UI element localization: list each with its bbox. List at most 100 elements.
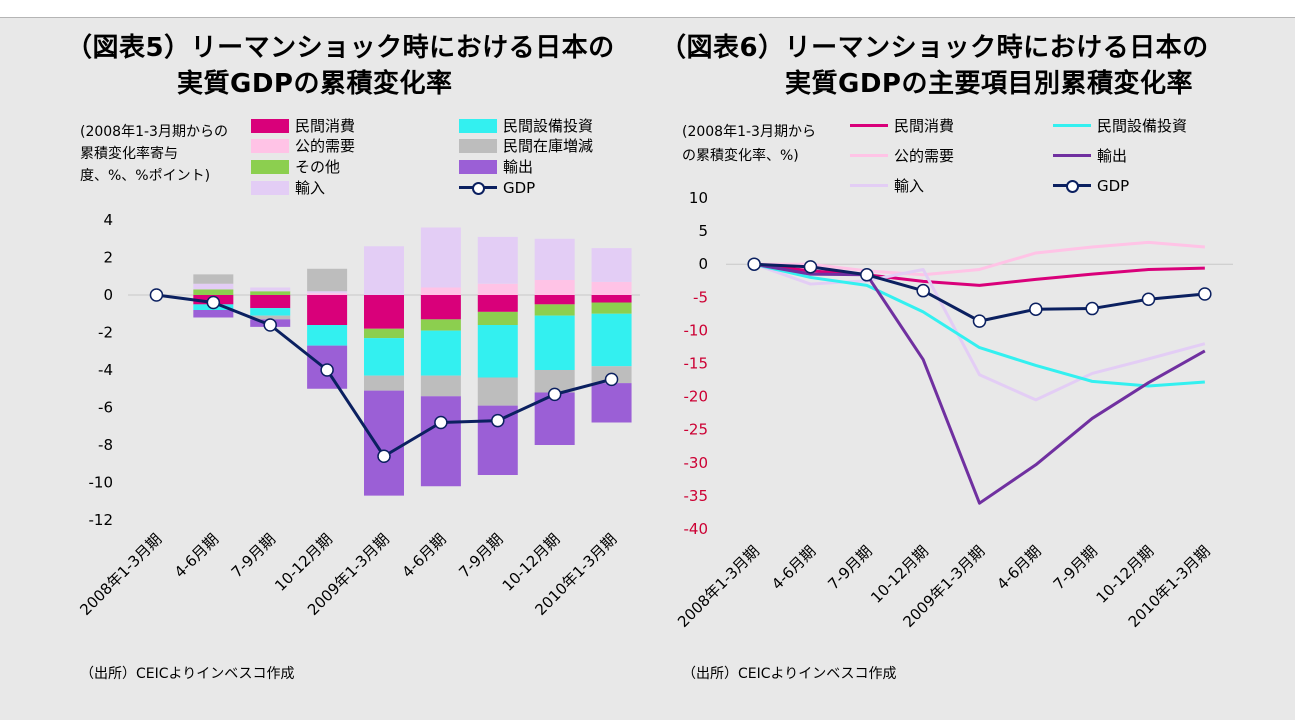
chart6-x-tick-label: 4-6月期 [768, 542, 819, 593]
chart5-bar-segment [364, 328, 404, 339]
chart5-y-tick-label: -8 [98, 436, 113, 454]
chart5-bar-segment [591, 383, 632, 423]
chart6-gdp-point [747, 257, 761, 271]
chart6-y-tick-label: -15 [684, 355, 709, 373]
chart6-x-tick-label: 2008年1-3月期 [674, 542, 763, 631]
chart6-gdp-point [1085, 301, 1099, 316]
chart6-y-tick-label: -40 [684, 520, 709, 538]
chart6-y-tick-label: -35 [684, 487, 709, 505]
chart5-bar-segment [193, 310, 234, 318]
chart5-bar-segment [420, 396, 461, 487]
chart5-gdp-point [149, 288, 164, 302]
chart6-y-tick-label: 10 [689, 189, 708, 207]
chart5-gdp-point [434, 415, 448, 430]
chart6-legend-line [850, 184, 888, 187]
chart6-gdp-point [860, 268, 874, 282]
chart6-legend-line [1053, 124, 1091, 127]
chart6-y-tick-label: -20 [684, 388, 709, 406]
chart5-legend-label: 民間消費 [295, 117, 356, 135]
chart5-bar-segment [591, 248, 632, 282]
chart5-title-line2: 実質GDPの累積変化率 [177, 69, 453, 99]
chart6-legend-line [850, 154, 888, 157]
chart5-bar-segment [420, 227, 461, 288]
chart5-legend-swatch [251, 119, 289, 133]
chart5-ylabel-line1: (2008年1-3月期からの [80, 124, 228, 140]
chart5-bar-segment [250, 315, 291, 320]
chart5-bar-segment [420, 330, 461, 376]
chart6-series-line [753, 262, 1205, 388]
chart5-bar-segment [591, 295, 632, 303]
chart6-legend-line [1053, 154, 1091, 157]
chart5-bar-segment [534, 370, 575, 393]
chart6-gdp-point [1198, 287, 1212, 301]
chart5-bar-segment [307, 293, 348, 295]
chart5-y-tick-label: -4 [98, 361, 113, 379]
chart5-legend-label: 民間在庫増減 [503, 137, 594, 155]
chart6-x-tick-label: 7-9月期 [1050, 542, 1101, 593]
chart5-y-tick-label: 4 [103, 211, 113, 229]
chart5-legend-label: 輸入 [295, 179, 326, 197]
chart5-gdp-point [491, 413, 505, 428]
chart6-gdp-point [803, 260, 818, 274]
chart5-bar-segment [477, 325, 518, 378]
chart5-bar-segment [534, 238, 575, 280]
chart6-gdp-point [1141, 292, 1156, 307]
chart5-bar-segment [477, 377, 518, 406]
chart5-bar-segment [307, 295, 348, 325]
chart5-y-tick-label: 0 [103, 286, 113, 304]
chart6-series-line [753, 262, 1205, 287]
chart5-bar-segment [364, 390, 404, 496]
chart5-gdp-point [547, 387, 562, 402]
chart5-source: （出所）CEICよりインベスコ作成 [80, 666, 295, 682]
chart5-ylabel-line3: 度、%、%ポイント) [80, 168, 211, 184]
chart6-title-line1: （図表6）リーマンショック時における日本の [660, 33, 1209, 63]
chart5-legend-swatch [459, 139, 497, 153]
chart5-bar-segment [477, 295, 518, 312]
chart6-source: （出所）CEICよりインベスコ作成 [682, 666, 897, 682]
chart5-legend-swatch [251, 181, 289, 195]
chart5-bar-segment [591, 302, 632, 314]
chart5-bar-segment [477, 311, 518, 325]
chart5-gdp-point [604, 372, 619, 387]
chart5-legend-label: GDP [503, 179, 536, 197]
chart5-y-tick-label: -2 [98, 324, 113, 342]
chart5-bar-segment [477, 283, 518, 295]
chart5-gdp-point [206, 295, 221, 310]
top-divider [0, 17, 1295, 18]
chart6-y-tick-label: -30 [684, 454, 709, 472]
chart5-bar-segment [420, 295, 461, 320]
chart5-bar-segment [420, 375, 461, 397]
chart5-gdp-point [320, 363, 334, 377]
chart6-y-tick-label: 5 [698, 222, 708, 240]
chart5-legend-swatch [459, 119, 497, 133]
chart5-y-tick-label: -6 [98, 399, 113, 417]
chart5-gdp-point [377, 449, 391, 463]
chart6-y-tick-label: -25 [684, 421, 709, 439]
chart5-y-tick-label: -10 [89, 474, 114, 492]
chart6-y-tick-label: -5 [693, 288, 708, 306]
chart6-title-line2: 実質GDPの主要項目別累積変化率 [785, 69, 1193, 99]
chart5-bar-segment [193, 274, 234, 284]
chart5-bar-segment [364, 246, 404, 295]
chart6-series-line [753, 262, 1206, 402]
gdp-marker-icon [472, 182, 485, 195]
chart5-legend-swatch [459, 160, 497, 174]
chart5-legend-label: その他 [295, 158, 341, 176]
chart5-bar-segment [364, 338, 404, 376]
chart5-bar-segment [534, 315, 575, 370]
chart5-bar-segment [420, 287, 461, 295]
chart5-bar-segment [193, 289, 234, 295]
chart5-bar-segment [307, 291, 348, 294]
chart6-legend-label: GDP [1097, 177, 1130, 195]
chart5-bar-segment [250, 287, 291, 292]
gdp-marker-icon [1066, 180, 1079, 193]
chart5-bar-segment [534, 280, 575, 295]
chart5-bar-segment [591, 313, 632, 367]
chart5-y-tick-label: -12 [89, 511, 114, 529]
chart6-legend-label: 民間設備投資 [1097, 117, 1188, 135]
chart5-bar-segment [591, 281, 632, 295]
chart6-y-tick-label: 0 [698, 255, 708, 273]
chart5-bar-segment [477, 236, 518, 284]
chart6-x-tick-label: 7-9月期 [824, 542, 875, 593]
